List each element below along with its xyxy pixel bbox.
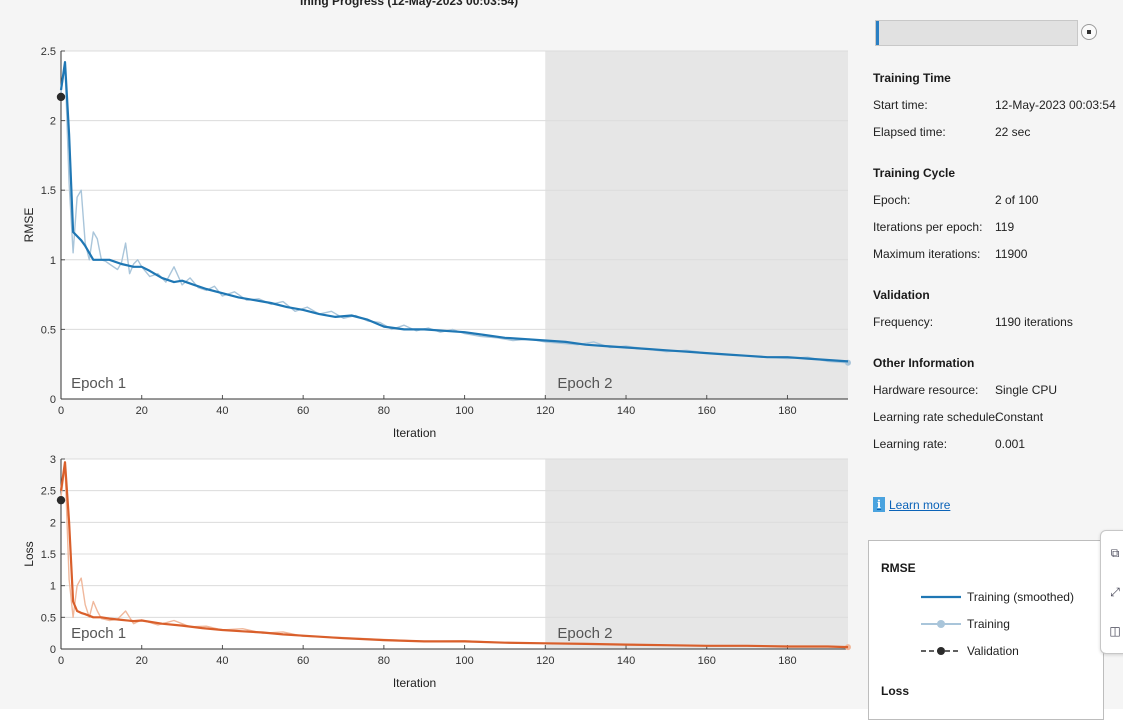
x-tick-label: 140	[617, 405, 635, 417]
epoch-label: Epoch 1	[71, 625, 126, 642]
training-time-heading: Training Time	[873, 71, 951, 85]
epoch-2-region	[545, 51, 848, 399]
x-tick-label: 140	[617, 655, 635, 667]
start-time-label: Start time:	[873, 98, 928, 112]
elapsed-time-value: 22 sec	[995, 125, 1031, 139]
learning-rate-schedule-label: Learning rate schedule:	[873, 410, 999, 424]
y-tick-label: 0	[50, 394, 56, 406]
y-tick-label: 2	[50, 517, 56, 529]
x-tick-label: 0	[58, 655, 64, 667]
epoch-label: Epoch 1	[71, 375, 126, 392]
x-tick-label: 0	[58, 405, 64, 417]
window-title-fragment: ining Progress (12-May-2023 00:03:54)	[300, 0, 519, 8]
validation-point	[56, 495, 66, 505]
x-tick-label: 120	[536, 655, 554, 667]
iterations-per-epoch-value: 119	[995, 220, 1015, 234]
x-tick-label: 20	[136, 405, 148, 417]
y-tick-label: 1	[50, 255, 56, 267]
x-axis-label: Iteration	[393, 426, 436, 440]
info-panel: Training Time Start time: 12-May-2023 00…	[853, 0, 1123, 720]
learn-more-link[interactable]: i Learn more	[873, 497, 950, 512]
legend-loss-heading: Loss	[881, 684, 910, 698]
legend-validation-swatch	[921, 647, 961, 655]
y-axis-label: Loss	[22, 541, 36, 566]
legend-training-smoothed: Training (smoothed)	[921, 590, 1074, 604]
training-cycle-heading: Training Cycle	[873, 166, 956, 180]
epoch-label: Epoch 2	[557, 625, 612, 642]
y-tick-label: 0.5	[41, 612, 56, 624]
x-tick-label: 180	[778, 655, 796, 667]
charts-svg: 00.511.522.50 20 40 60 80 100 120 140 160 180Iter…	[22, 46, 851, 690]
hardware-resource-label: Hardware resource:	[873, 383, 979, 397]
progress-fill	[876, 21, 880, 45]
y-tick-label: 1.5	[41, 549, 56, 561]
x-tick-label: 20	[136, 655, 148, 667]
x-tick-label: 160	[698, 405, 716, 417]
y-tick-label: 1	[50, 581, 56, 593]
training-progress-bar	[875, 20, 1078, 46]
export-icon[interactable]: ⧉	[1110, 546, 1120, 560]
legend-training-label: Training	[967, 617, 1010, 631]
epoch-1-region	[61, 51, 546, 399]
window-edge	[0, 0, 8, 709]
y-tick-label: 0	[50, 644, 56, 656]
frequency-value: 1190 iterations	[995, 315, 1073, 329]
plot-area: 0 0.5 1 1.5 2 2.5 0 20 40 60 80 100 120 140 160 180 Iter…	[8, 0, 853, 709]
maximum-iterations-label: Maximum iterations:	[873, 247, 981, 261]
x-tick-label: 120	[536, 405, 554, 417]
epoch-label: Epoch:	[873, 193, 911, 207]
x-tick-label: 100	[455, 405, 473, 417]
x-tick-label: 60	[297, 405, 309, 417]
loss-chart: 0 0.5 1 1.5 2 2.5 3 0 20 40 60 80 100 120 140 160 180 Ite…	[22, 454, 851, 690]
series-training-smoothed	[59, 461, 849, 649]
stop-training-button[interactable]	[1081, 24, 1097, 40]
legend-training-smoothed-label: Training (smoothed)	[967, 590, 1074, 604]
zoom-fit-icon[interactable]: ⤢	[1110, 585, 1120, 599]
legend-rmse-heading: RMSE	[881, 561, 916, 575]
y-tick-label: 2.5	[41, 46, 56, 58]
elapsed-time-label: Elapsed time:	[873, 125, 946, 139]
legend-validation: Validation	[921, 644, 1019, 658]
legend-training: Training	[921, 617, 1010, 631]
x-tick-label: 100	[455, 655, 473, 667]
info-icon: i	[873, 497, 885, 512]
other-information-heading: Other Information	[873, 356, 975, 370]
y-tick-label: 1.5	[41, 185, 56, 197]
learning-rate-schedule-value: Constant	[995, 410, 1044, 424]
iterations-per-epoch-label: Iterations per epoch:	[873, 220, 983, 234]
x-tick-label: 160	[698, 655, 716, 667]
x-tick-label: 180	[778, 405, 796, 417]
x-tick-label: 80	[378, 405, 390, 417]
legend-box: RMSE Training (smoothed) Training Valida…	[868, 540, 1104, 720]
learning-rate-value: 0.001	[995, 437, 1026, 451]
y-tick-label: 2.5	[41, 486, 56, 498]
learning-rate-label: Learning rate:	[873, 437, 948, 451]
x-tick-label: 60	[297, 655, 309, 667]
frequency-label: Frequency:	[873, 315, 934, 329]
rmse-chart: 0 0.5 1 1.5 2 2.5 0 20 40 60 80 100 120 140 160 180 Iter…	[22, 46, 851, 440]
start-time-value: 12-May-2023 00:03:54	[995, 98, 1116, 112]
validation-heading: Validation	[873, 288, 930, 302]
layout-icon[interactable]: ◫	[1109, 624, 1121, 638]
x-tick-label: 40	[216, 405, 228, 417]
hardware-resource-value: Single CPU	[995, 383, 1058, 397]
legend-validation-label: Validation	[967, 644, 1019, 658]
x-axis-label: Iteration	[393, 676, 436, 690]
series-training-smoothed	[59, 60, 849, 363]
validation-point	[56, 92, 66, 102]
y-axis-label: RMSE	[22, 208, 36, 243]
legend-smoothed-swatch	[921, 595, 961, 599]
epoch-value: 2 of 100	[995, 193, 1039, 207]
x-tick-label: 80	[378, 655, 390, 667]
axes-toolbar: ⧉ ⤢ ◫	[1100, 530, 1123, 654]
learn-more-label: Learn more	[889, 497, 951, 512]
x-tick-label: 40	[216, 655, 228, 667]
legend-training-swatch	[921, 620, 961, 628]
maximum-iterations-value: 11900	[995, 247, 1028, 261]
y-tick-label: 0.5	[41, 324, 56, 336]
y-tick-label: 3	[50, 454, 56, 466]
y-tick-label: 2	[50, 116, 56, 128]
epoch-label: Epoch 2	[557, 375, 612, 392]
